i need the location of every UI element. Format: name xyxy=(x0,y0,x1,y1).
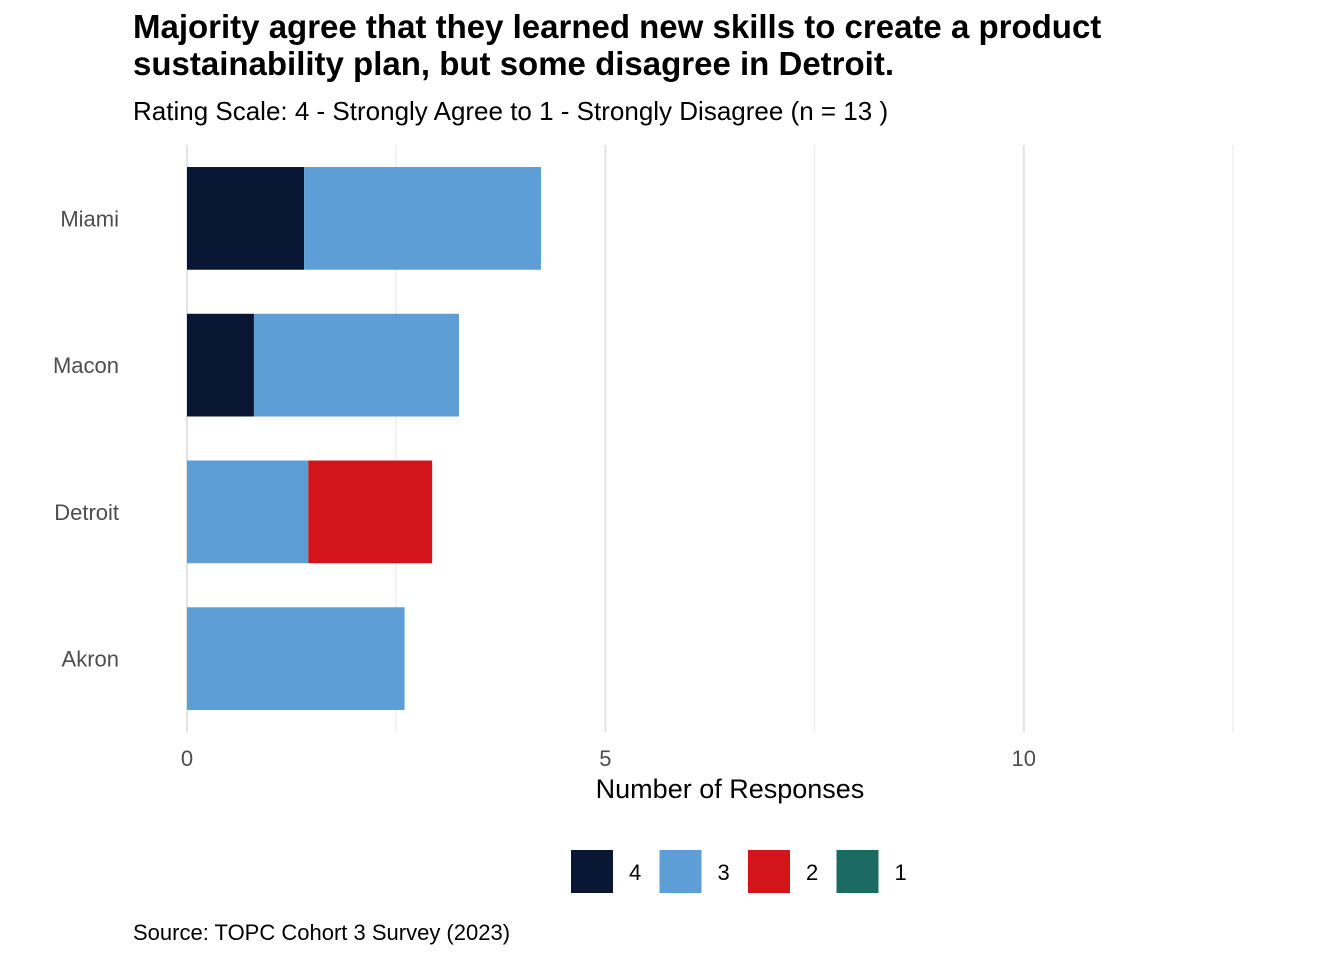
source-caption: Source: TOPC Cohort 3 Survey (2023) xyxy=(133,920,511,945)
legend-label-1: 1 xyxy=(895,860,907,885)
bar-segment-akron-rating-3 xyxy=(187,607,405,710)
bar-segment-detroit-rating-2 xyxy=(308,460,433,564)
x-tick-label: 0 xyxy=(181,746,193,771)
bar-segment-miami-rating-4 xyxy=(187,167,305,270)
x-tick-label: 10 xyxy=(1012,746,1036,771)
legend-key-3 xyxy=(659,850,702,893)
bar-segment-macon-rating-4 xyxy=(187,313,254,417)
legend-label-2: 2 xyxy=(806,860,818,885)
bar-segment-detroit-rating-3 xyxy=(187,460,309,564)
legend-label-3: 3 xyxy=(718,860,730,885)
legend: 4 3 2 1 xyxy=(571,850,907,893)
legend-key-1 xyxy=(836,850,879,893)
chart-subtitle: Rating Scale: 4 - Strongly Agree to 1 - … xyxy=(133,96,889,126)
bars xyxy=(187,167,541,710)
category-label-akron: Akron xyxy=(62,647,119,672)
x-tick-label: 5 xyxy=(599,746,611,771)
category-labels: Akron Detroit Macon Miami xyxy=(53,206,119,671)
category-label-miami: Miami xyxy=(60,206,119,231)
category-label-detroit: Detroit xyxy=(54,500,119,525)
x-axis-title: Number of Responses xyxy=(596,774,865,804)
legend-key-4 xyxy=(571,850,613,893)
bar-segment-macon-rating-3 xyxy=(253,313,459,417)
legend-key-2 xyxy=(748,850,790,893)
legend-label-4: 4 xyxy=(629,860,641,885)
bar-segment-miami-rating-3 xyxy=(304,167,541,270)
category-label-macon: Macon xyxy=(53,353,119,378)
x-tick-labels: 0 5 10 xyxy=(181,746,1036,771)
chart-title: Majority agree that they learned new ski… xyxy=(133,8,1102,82)
